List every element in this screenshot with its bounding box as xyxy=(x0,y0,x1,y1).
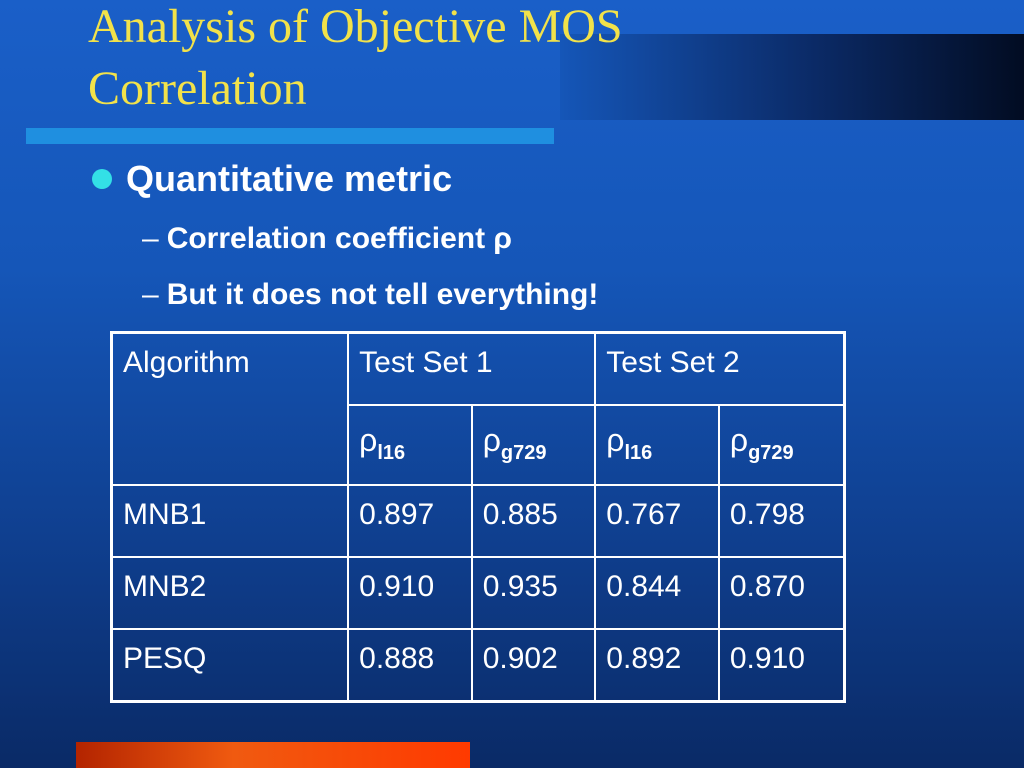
bullet-item: Quantitative metric xyxy=(92,158,452,200)
table-cell: 0.798 xyxy=(717,484,846,558)
dash-icon: – xyxy=(142,278,159,311)
rho-symbol: ρ xyxy=(359,422,378,458)
bottom-accent-bar xyxy=(76,742,470,768)
subpoint-correlation: – Correlation coefficient ρ xyxy=(142,222,512,256)
results-table: Algorithm Test Set 1 Test Set 2 ρl16 ρg7… xyxy=(110,331,846,703)
rho-subscript: l16 xyxy=(377,442,406,464)
slide-title: Analysis of Objective MOS Correlation xyxy=(88,0,623,115)
table-cell: 0.902 xyxy=(470,628,597,703)
title-underline-bar xyxy=(26,128,554,144)
bullet-text: Quantitative metric xyxy=(126,158,453,199)
header-dark-band xyxy=(560,34,1024,120)
table-cell: 0.888 xyxy=(347,628,473,703)
subpoint-text: But it does not tell everything! xyxy=(166,278,599,311)
table-row: MNB1 0.897 0.885 0.767 0.798 xyxy=(110,484,846,558)
table-cell: 0.910 xyxy=(347,556,473,630)
subpoint-text: Correlation coefficient ρ xyxy=(166,222,512,255)
subheader-cell: ρl16 xyxy=(594,404,720,486)
table-row: PESQ 0.888 0.902 0.892 0.910 xyxy=(110,628,846,703)
rho-symbol: ρ xyxy=(606,422,625,458)
row-algorithm-name: PESQ xyxy=(110,628,350,703)
table-row: MNB2 0.910 0.935 0.844 0.870 xyxy=(110,556,846,630)
bullet-dot-icon xyxy=(92,169,112,189)
subheader-cell: ρl16 xyxy=(347,404,473,486)
rho-symbol: ρ xyxy=(482,422,501,458)
table-cell: 0.892 xyxy=(594,628,720,703)
table-cell: 0.844 xyxy=(594,556,720,630)
row-algorithm-name: MNB2 xyxy=(110,556,350,630)
header-algorithm: Algorithm xyxy=(110,331,350,486)
table-cell: 0.910 xyxy=(717,628,846,703)
table-cell: 0.935 xyxy=(470,556,597,630)
table-cell: 0.767 xyxy=(594,484,720,558)
rho-symbol: ρ xyxy=(729,422,749,458)
rho-subscript: g729 xyxy=(748,442,794,464)
row-algorithm-name: MNB1 xyxy=(110,484,350,558)
rho-subscript: g729 xyxy=(500,442,547,464)
table-cell: 0.885 xyxy=(470,484,597,558)
subpoint-caveat: – But it does not tell everything! xyxy=(142,278,598,312)
subheader-cell: ρg729 xyxy=(470,404,597,486)
dash-icon: – xyxy=(142,222,159,255)
header-test-set-2: Test Set 2 xyxy=(594,331,846,406)
table-header-row: Algorithm Test Set 1 Test Set 2 xyxy=(110,331,846,486)
subheader-cell: ρg729 xyxy=(717,404,846,486)
table-cell: 0.897 xyxy=(347,484,473,558)
rho-subscript: l16 xyxy=(624,442,653,464)
header-test-set-1: Test Set 1 xyxy=(347,331,597,406)
table-subheader-row: ρl16 ρg729 ρl16 ρg729 xyxy=(112,404,846,486)
table-cell: 0.870 xyxy=(717,556,846,630)
